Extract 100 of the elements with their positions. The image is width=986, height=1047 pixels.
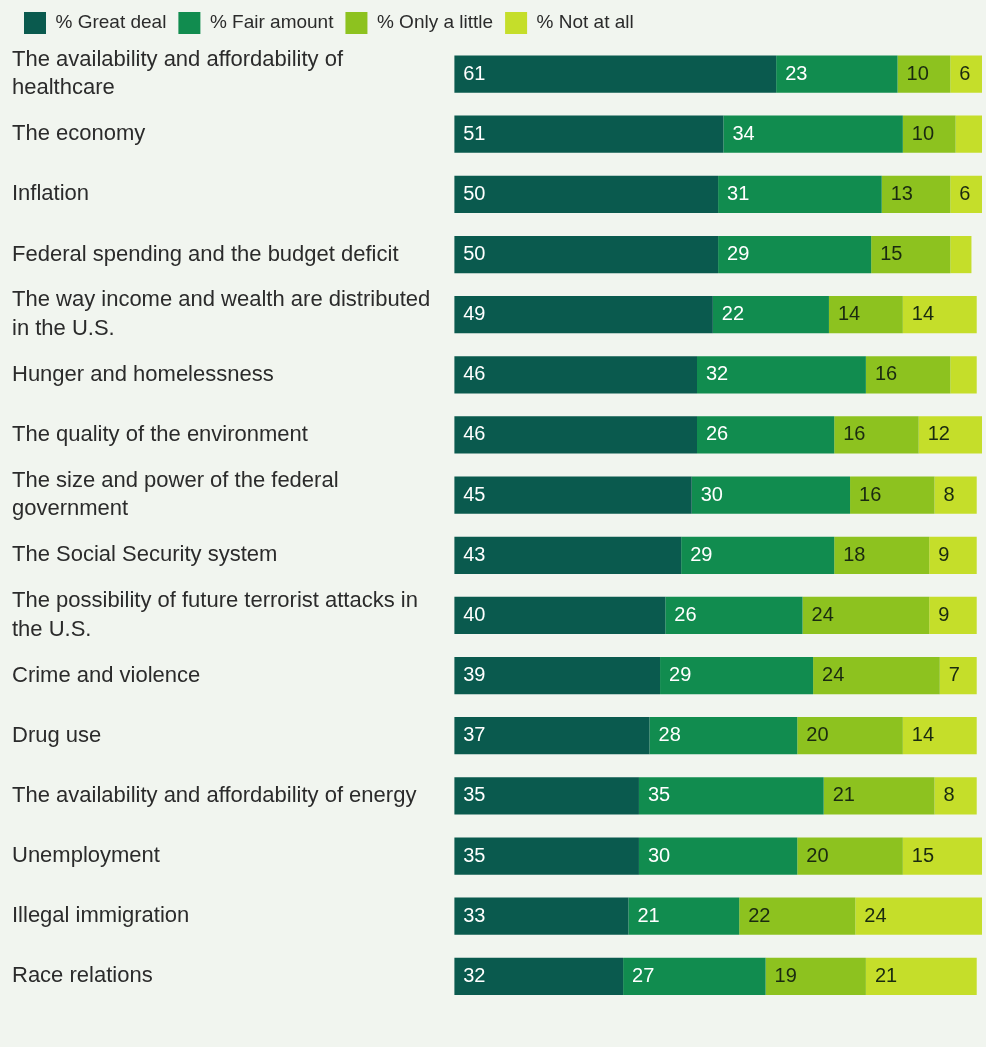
data-label: 51 (463, 121, 486, 144)
bar (950, 235, 972, 274)
data-label: 29 (690, 542, 713, 565)
y-tick-label: Crime and violence (12, 661, 201, 687)
bar (454, 476, 692, 514)
data-label: 32 (463, 963, 486, 986)
bar (934, 777, 977, 815)
bar (776, 55, 898, 93)
data-label: 28 (658, 723, 681, 746)
bar (902, 837, 982, 875)
bar (454, 837, 639, 875)
data-label: 30 (647, 843, 671, 866)
data-label: 23 (785, 61, 808, 84)
data-label: 16 (859, 482, 882, 505)
bar (871, 235, 951, 274)
bar (454, 175, 719, 214)
bar (865, 356, 951, 394)
bar (454, 356, 697, 394)
data-label: 6 (959, 61, 971, 84)
data-label: 39 (463, 663, 486, 686)
bar (850, 476, 935, 514)
data-label: 21 (832, 783, 855, 806)
y-tick-label: Unemployment (12, 842, 160, 868)
bar (454, 596, 666, 635)
data-label: 31 (727, 181, 750, 204)
data-label: 26 (674, 602, 697, 625)
bar (454, 55, 777, 93)
bar (681, 536, 835, 574)
bar (813, 656, 940, 695)
data-label: 35 (647, 783, 671, 806)
data-label: 61 (463, 61, 486, 84)
y-tick-label: The economy (12, 120, 146, 146)
data-label: 37 (463, 723, 486, 746)
bar (834, 536, 930, 574)
data-label: 12 (927, 422, 950, 445)
y-tick-label: The possibility of future terrorist attacks in the U.S. (12, 587, 418, 641)
data-label: 14 (837, 302, 861, 325)
bar (638, 777, 824, 815)
bar (649, 717, 798, 755)
data-label: 20 (806, 723, 829, 746)
bar (697, 356, 866, 394)
y-tick-label: The quality of the environment (12, 421, 308, 447)
bar (828, 296, 903, 334)
data-label: 35 (463, 843, 486, 866)
data-label: 16 (874, 362, 898, 385)
data-label: 9 (938, 542, 950, 565)
bar (955, 115, 982, 153)
bar (929, 536, 977, 574)
bar (934, 476, 977, 514)
y-tick-label: The size and power of the federal government (12, 466, 339, 521)
data-label: 16 (843, 422, 866, 445)
data-label: 29 (669, 663, 692, 686)
data-label: 29 (727, 242, 750, 265)
bar (454, 897, 629, 935)
data-label: 50 (463, 181, 486, 204)
bar (918, 416, 982, 454)
data-label: 14 (911, 302, 935, 325)
data-label: 49 (463, 302, 486, 325)
data-label: 13 (890, 181, 913, 204)
bar (454, 957, 624, 995)
data-label: 27 (632, 963, 655, 986)
bar (950, 55, 982, 93)
bar (665, 596, 803, 635)
bar (939, 656, 977, 695)
data-label: 22 (748, 903, 771, 926)
bar (865, 957, 977, 995)
y-tick-label: Race relations (12, 962, 153, 988)
data-label: 33 (463, 903, 486, 926)
bar (823, 777, 935, 815)
bar (855, 897, 982, 935)
data-label: 35 (463, 783, 486, 806)
bar (902, 115, 956, 153)
bar (697, 416, 835, 454)
bar (897, 55, 951, 93)
data-label: 10 (906, 61, 929, 84)
data-label: 15 (911, 843, 935, 866)
y-tick-label: The availability and affordability of energy (12, 781, 417, 807)
bar (718, 235, 872, 274)
data-label: 24 (864, 903, 887, 926)
data-label: 22 (721, 302, 745, 325)
y-tick-label: Illegal immigration (12, 902, 190, 928)
y-tick-label: The availability and affordability of healthcare (12, 45, 344, 100)
data-label: 32 (706, 362, 729, 385)
bar (802, 596, 930, 635)
data-label: 8 (943, 482, 955, 505)
data-label: 46 (463, 362, 486, 385)
data-label: 26 (706, 422, 729, 445)
data-label: 45 (463, 482, 486, 505)
bar (454, 115, 724, 153)
legend-label: % Only a little (376, 11, 494, 33)
legend-label: % Great deal (55, 11, 167, 33)
data-label: 7 (948, 663, 960, 686)
data-label: 10 (911, 121, 935, 144)
bar (950, 175, 982, 214)
data-label: 24 (822, 663, 845, 686)
y-tick-label: Hunger and homelessness (12, 360, 274, 386)
bar (628, 897, 740, 935)
y-tick-label: Inflation (12, 180, 90, 206)
data-label: 18 (843, 542, 866, 565)
bar (797, 717, 903, 755)
